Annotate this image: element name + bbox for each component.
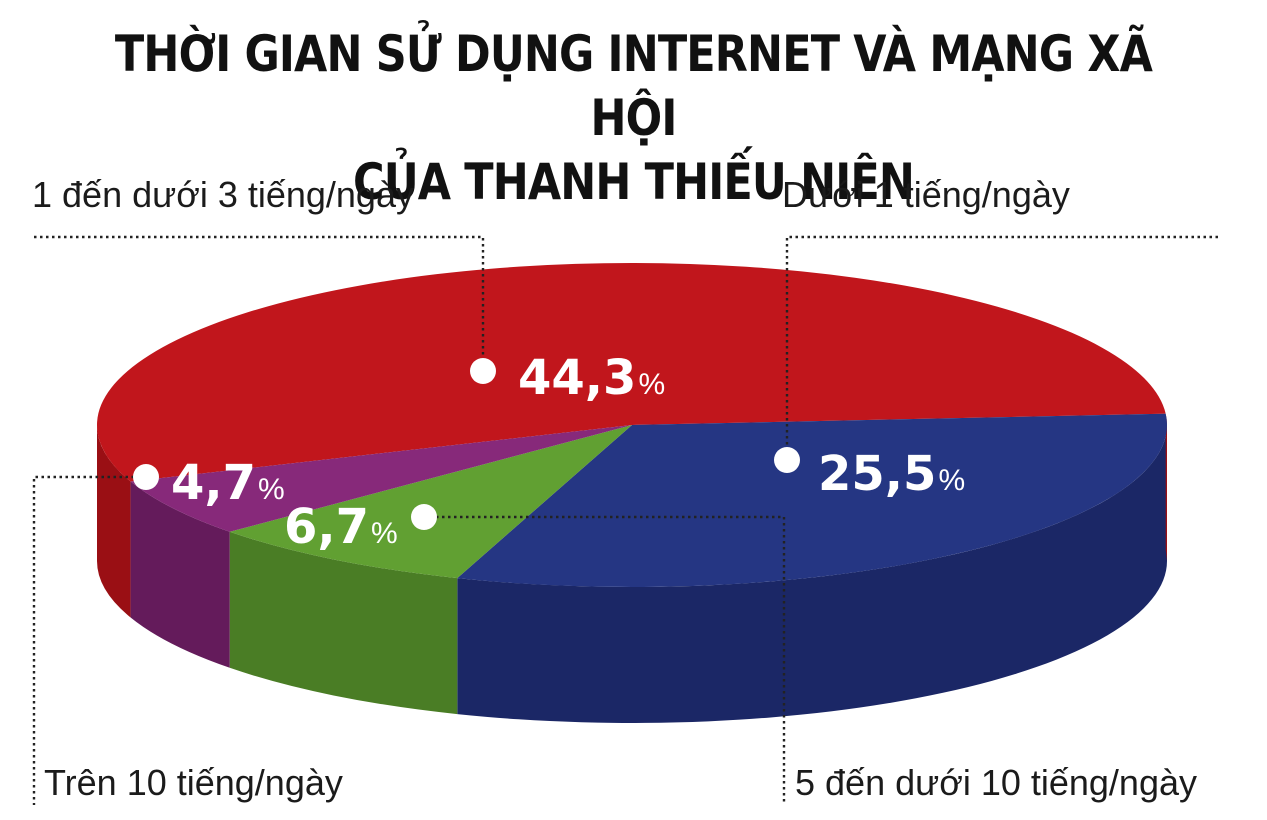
chart-title: THỜI GIAN SỬ DỤNG INTERNET VÀ MẠNG XÃ HỘ…: [89, 22, 1179, 214]
pie-slice-0: [97, 262, 1166, 482]
leader-lines: [32, 235, 1218, 805]
value-dot-2: [411, 504, 437, 530]
value-dot-0: [470, 358, 496, 384]
category-label-0: 1 đến dưới 3 tiếng/ngày: [32, 174, 414, 215]
value-label-1: 25,5%: [818, 446, 965, 502]
category-labels: 1 đến dưới 3 tiếng/ngày Dưới 1 tiếng/ngày…: [32, 174, 1197, 803]
category-label-3: Trên 10 tiếng/ngày: [44, 762, 343, 803]
pie-sides: [97, 413, 1167, 723]
pie-slice-1: [457, 413, 1167, 587]
pie-side-3: [130, 481, 230, 668]
value-label-3: 4,7%: [171, 455, 285, 511]
pie-slices: [97, 262, 1167, 587]
pie-side-2: [229, 531, 458, 715]
leader-line-3: [32, 475, 146, 805]
chart-title-line-1: THỜI GIAN SỬ DỤNG INTERNET VÀ MẠNG XÃ HỘ…: [114, 25, 1153, 147]
value-dot-3: [133, 464, 159, 490]
value-labels: 44,3% 25,5% 6,7%4,7%: [133, 350, 965, 555]
leader-line-2: [424, 515, 786, 805]
pie-side-0: [97, 425, 131, 618]
value-label-0: 44,3%: [518, 350, 665, 406]
category-label-1: Dưới 1 tiếng/ngày: [782, 174, 1070, 215]
pie-slice-3: [130, 425, 632, 532]
value-label-2: 6,7%: [284, 499, 398, 555]
category-label-2: 5 đến dưới 10 tiếng/ngày: [795, 762, 1197, 803]
pie-side-1: [457, 425, 1167, 723]
pie-side-red-edge: [1165, 413, 1167, 561]
pie-slice-2: [229, 425, 632, 579]
chart-title-line-2: CỦA THANH THIẾU NIÊN: [352, 153, 915, 211]
value-dot-1: [774, 447, 800, 473]
